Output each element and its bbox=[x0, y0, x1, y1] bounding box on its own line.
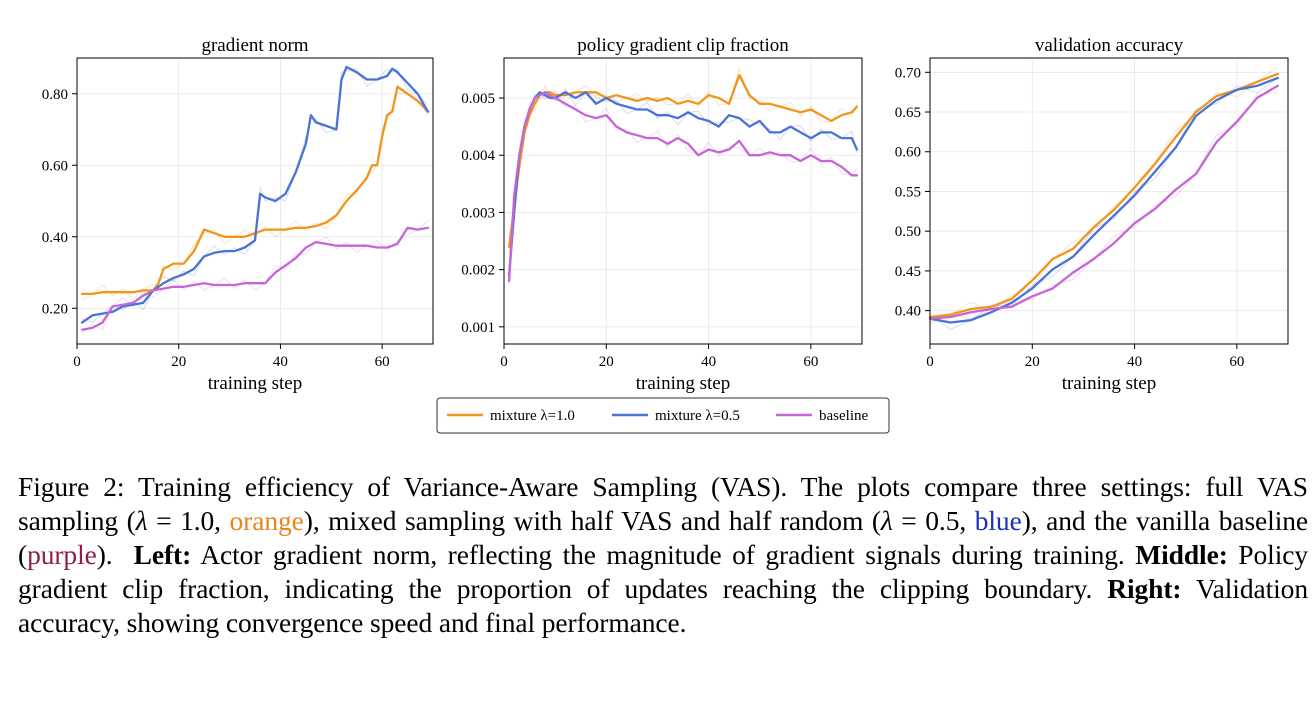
y-tick-label: 0.40 bbox=[42, 230, 68, 246]
series-line-mixture-1-0 bbox=[928, 72, 1279, 319]
caption-right-text: Validation accuracy, showing convergence… bbox=[18, 573, 1308, 638]
legend: mixture λ=1.0 mixture λ=0.5 baseline bbox=[436, 397, 890, 434]
caption-mid-2: ), and the vanilla baseline ( bbox=[18, 505, 1309, 570]
series-line-mixture-0-5 bbox=[80, 65, 430, 324]
y-tick-label: 0.45 bbox=[895, 264, 921, 280]
series-line-mixture-0-5 bbox=[928, 76, 1279, 324]
axes-frame bbox=[929, 57, 1289, 345]
caption-purple-word: purple bbox=[27, 539, 97, 570]
caption-lead: Figure 2: Training efficiency of Varianc… bbox=[18, 471, 1308, 536]
chart-policy-gradient-clip-fraction: 0 20 40 60 0.001 0.002 0.003 0.004 0.005 policy g… bbox=[461, 35, 863, 394]
legend-label-mixture-1-0: mixture λ=1.0 bbox=[490, 408, 575, 424]
caption-mid-1: ), mixed sampling with half VAS and half… bbox=[303, 505, 881, 536]
caption-left-text: Actor gradient norm, reflecting the magn… bbox=[191, 539, 1125, 570]
x-tick-label: 20 bbox=[171, 354, 186, 370]
series-line-baseline bbox=[928, 84, 1279, 320]
series-line-mixture-0-5 bbox=[507, 91, 859, 277]
y-tick-label: 0.20 bbox=[42, 301, 68, 317]
y-tick-label: 0.60 bbox=[42, 158, 68, 174]
x-tick-label: 20 bbox=[1025, 354, 1040, 370]
y-tick-label: 0.005 bbox=[461, 91, 495, 107]
y-tick-label: 0.80 bbox=[42, 87, 68, 103]
figure-panels: 0 20 40 60 0.20 0.40 0.60 0.80 gradient norm trai… bbox=[42, 35, 1289, 434]
series-raw-mixture-1-0 bbox=[929, 66, 1279, 325]
series-line-baseline bbox=[507, 91, 859, 283]
caption-orange-word: orange bbox=[229, 505, 304, 536]
x-tick-label: 0 bbox=[73, 354, 81, 370]
series-raw-mixture-0-5 bbox=[81, 68, 429, 323]
caption-right-label: Right: bbox=[1107, 573, 1182, 604]
caption-middle-text: Policy gradient clip fraction, indicatin… bbox=[18, 539, 1308, 604]
caption-mid-3: ). bbox=[96, 539, 113, 570]
x-tick-label: 60 bbox=[375, 354, 390, 370]
axes-frame bbox=[76, 57, 434, 345]
legend-label-mixture-0-5: mixture λ=0.5 bbox=[655, 408, 740, 424]
y-tick-label: 0.004 bbox=[461, 148, 495, 164]
series-raw-baseline bbox=[929, 92, 1278, 323]
chart-title: validation accuracy bbox=[1035, 35, 1184, 56]
legend-label-baseline: baseline bbox=[819, 408, 868, 424]
x-tick-label: 20 bbox=[599, 354, 614, 370]
chart-gradient-norm: 0 20 40 60 0.20 0.40 0.60 0.80 gradient norm trai… bbox=[42, 35, 434, 394]
axes-frame bbox=[503, 57, 863, 345]
y-tick-label: 0.001 bbox=[461, 320, 495, 336]
y-tick-label: 0.50 bbox=[895, 224, 921, 240]
y-tick-label: 0.55 bbox=[895, 184, 921, 200]
x-tick-label: 60 bbox=[803, 354, 818, 370]
x-tick-label: 0 bbox=[926, 354, 934, 370]
figure-caption: Figure 2: Training efficiency of Varianc… bbox=[18, 470, 1308, 640]
x-tick-label: 40 bbox=[1127, 354, 1142, 370]
caption-eq-1: = 1.0, bbox=[147, 505, 230, 536]
x-axis-label: training step bbox=[1062, 373, 1156, 394]
y-tick-label: 0.65 bbox=[895, 105, 921, 121]
x-tick-label: 40 bbox=[273, 354, 288, 370]
x-axis-label: training step bbox=[636, 373, 730, 394]
chart-title: gradient norm bbox=[201, 35, 308, 56]
series-raw-mixture-1-0 bbox=[81, 92, 429, 302]
series-line-mixture-1-0 bbox=[80, 85, 430, 296]
chart-title: policy gradient clip fraction bbox=[577, 35, 789, 56]
caption-blue-word: blue bbox=[974, 505, 1022, 536]
y-tick-label: 0.003 bbox=[461, 205, 495, 221]
x-tick-label: 0 bbox=[500, 354, 508, 370]
y-tick-label: 0.70 bbox=[895, 65, 921, 81]
caption-eq-2: = 0.5, bbox=[892, 505, 967, 536]
series-raw-mixture-1-0 bbox=[508, 66, 858, 254]
series-raw-mixture-0-5 bbox=[929, 77, 1279, 330]
y-tick-label: 0.40 bbox=[895, 304, 921, 320]
series-raw-baseline bbox=[508, 90, 858, 285]
x-axis-label: training step bbox=[208, 373, 302, 394]
legend-frame bbox=[436, 397, 890, 434]
caption-lambda-1: λ bbox=[135, 505, 148, 536]
y-tick-label: 0.002 bbox=[461, 263, 495, 279]
x-tick-label: 60 bbox=[1229, 354, 1244, 370]
series-line-baseline bbox=[80, 226, 430, 331]
caption-middle-label: Middle: bbox=[1135, 539, 1228, 570]
caption-lambda-2: λ bbox=[880, 505, 893, 536]
y-tick-label: 0.60 bbox=[895, 145, 921, 161]
chart-validation-accuracy: 0 20 40 60 0.40 0.45 0.50 0.55 0.60 0.65 0.70 valid… bbox=[895, 35, 1289, 394]
caption-left-label: Left: bbox=[133, 539, 192, 570]
x-tick-label: 40 bbox=[701, 354, 716, 370]
